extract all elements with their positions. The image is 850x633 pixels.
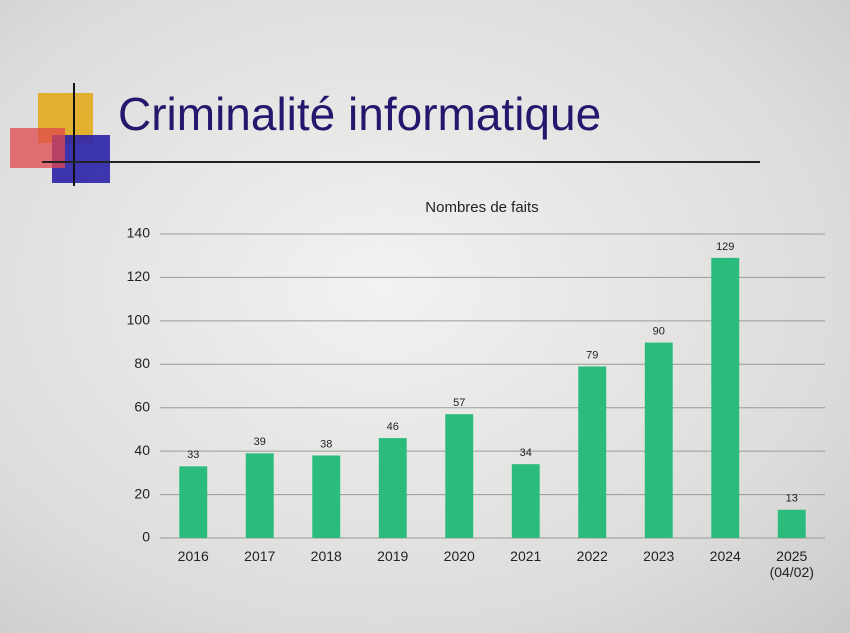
data-label: 90 — [653, 325, 665, 337]
bar — [578, 366, 607, 538]
x-tick-label: 2022 — [576, 548, 608, 564]
data-label: 34 — [520, 447, 532, 459]
bar — [511, 464, 540, 538]
x-tick-label: 2016 — [177, 548, 209, 564]
bar — [378, 438, 407, 538]
bar — [179, 466, 208, 538]
bar — [445, 414, 474, 538]
bar — [245, 453, 274, 538]
slide-title: Criminalité informatique — [118, 88, 601, 140]
data-label: 79 — [586, 349, 598, 361]
x-tick-label: 2017 — [244, 548, 276, 564]
y-tick-label: 0 — [142, 529, 150, 545]
y-tick-label: 80 — [134, 355, 150, 371]
x-tick-label: 2020 — [443, 548, 475, 564]
chart-title: Nombres de faits — [425, 199, 538, 216]
data-label: 39 — [254, 436, 266, 448]
data-label: 129 — [716, 241, 734, 253]
bar — [312, 455, 341, 538]
y-tick-label: 60 — [134, 398, 150, 414]
data-label: 46 — [387, 421, 399, 433]
bar — [644, 342, 673, 538]
y-tick-label: 40 — [134, 442, 150, 458]
y-tick-label: 20 — [134, 485, 150, 501]
x-tick-label: 2024 — [709, 548, 741, 564]
y-tick-label: 120 — [127, 268, 151, 284]
x-tick-label: 2025 (04/02) — [769, 548, 814, 580]
data-label: 57 — [453, 397, 465, 409]
data-label: 38 — [320, 438, 332, 450]
data-label: 13 — [786, 493, 798, 505]
x-tick-label: 2019 — [377, 548, 409, 564]
data-label: 33 — [187, 449, 199, 461]
y-tick-label: 140 — [127, 225, 151, 241]
bar — [777, 509, 806, 538]
bar — [711, 257, 740, 538]
y-tick-label: 100 — [127, 312, 151, 328]
x-tick-label: 2018 — [310, 548, 342, 564]
x-tick-label: 2021 — [510, 548, 542, 564]
x-tick-label: 2023 — [643, 548, 675, 564]
